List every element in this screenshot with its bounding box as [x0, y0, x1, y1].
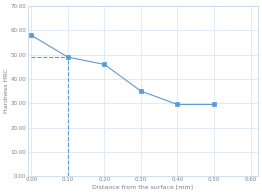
Y-axis label: Hardness HRC: Hardness HRC: [4, 69, 9, 113]
X-axis label: Distance from the surface [mm]: Distance from the surface [mm]: [92, 184, 193, 189]
